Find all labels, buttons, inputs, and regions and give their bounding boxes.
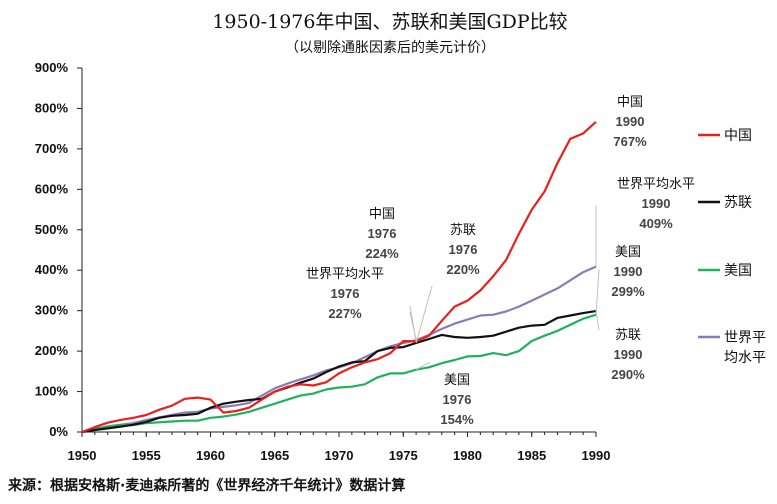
- y-tick-label: 700%: [35, 141, 69, 156]
- annotation-leader: [595, 269, 600, 315]
- x-tick-label: 1980: [453, 448, 482, 463]
- y-tick-label: 100%: [35, 384, 69, 399]
- annotation-value: 227%: [328, 306, 362, 321]
- legend-item-e7be8ee59bbd: 美国: [698, 263, 752, 279]
- x-tick-label: 1955: [132, 448, 161, 463]
- annotation-value: 154%: [440, 412, 474, 427]
- y-tick-label: 500%: [35, 222, 69, 237]
- y-tick-label: 900%: [35, 60, 69, 75]
- annotation-leader: [409, 311, 417, 341]
- series-line-e4b8ade59bbd: [81, 120, 597, 434]
- annotation-value: 290%: [611, 367, 645, 382]
- x-tick-label: 1950: [68, 448, 97, 463]
- annotation-leader: [415, 361, 431, 371]
- annotation-e88b8fe88194-1990: 苏联 1990 290%: [595, 310, 645, 382]
- legend-item-e4b8ade59bbd: 中国: [698, 128, 752, 144]
- series-layer: [81, 120, 597, 434]
- series-line-e7be8ee59bbd: [81, 313, 597, 434]
- annotation-name: 世界平均水平: [617, 177, 695, 192]
- annotation-value: 220%: [446, 262, 480, 277]
- annotation-year: 1990: [616, 114, 645, 129]
- annotation-e4b896e7958ce5b9b3e59d87e6b0b4e5b9b3-1976: 世界平均水平 1976 227%: [306, 267, 417, 341]
- legend-item-e88b8fe88194: 苏联: [698, 195, 752, 211]
- annotation-leader: [595, 121, 598, 125]
- annotation-name: 中国: [369, 207, 395, 222]
- x-tick-label: 1990: [582, 448, 611, 463]
- legend-item-e4b896e7958ce5b9b3e59d87e6b0b4e5b9b3: 世界平均水平: [698, 330, 766, 366]
- annotation-name: 世界平均水平: [306, 267, 384, 282]
- y-tick-label: 600%: [35, 181, 69, 196]
- chart-title: 1950-1976年中国、苏联和美国GDP比较: [212, 11, 567, 33]
- annotation-value: 409%: [639, 216, 673, 231]
- annotation-year: 1976: [368, 226, 397, 241]
- annotation-value: 224%: [365, 246, 399, 261]
- annotation-value: 767%: [613, 134, 647, 149]
- x-tick-label: 1985: [517, 448, 546, 463]
- legend-label: 世界平: [724, 330, 766, 346]
- legend-label: 美国: [724, 263, 752, 279]
- annotation-name: 中国: [617, 95, 643, 110]
- annotation-year: 1990: [614, 347, 643, 362]
- annotation-name: 苏联: [615, 327, 641, 343]
- annotation-year: 1976: [449, 242, 478, 257]
- x-tick-label: 1975: [389, 448, 418, 463]
- y-tick-label: 0%: [49, 424, 68, 439]
- annotation-e4b8ade59bbd-1976: 中国 1976 224%: [365, 207, 417, 342]
- legend-label: 中国: [724, 128, 752, 144]
- y-tick-label: 400%: [35, 262, 69, 277]
- x-tick-label: 1965: [260, 448, 289, 463]
- x-tick-label: 1970: [325, 448, 354, 463]
- axes: 0% 100% 200% 300% 400% 500% 600% 700% 800% 900% 19…: [35, 60, 611, 463]
- y-tick-label: 300%: [35, 303, 69, 318]
- series-line-e88b8fe88194: [81, 310, 597, 434]
- y-tick-label: 800%: [35, 100, 69, 115]
- annotation-year: 1990: [614, 264, 643, 279]
- y-tick-label: 200%: [35, 343, 69, 358]
- chart-subtitle: （以剔除通胀因素后的美元计价）: [285, 40, 495, 56]
- annotation-year: 1976: [331, 286, 360, 301]
- legend-label: 苏联: [724, 195, 752, 211]
- annotation-leader: [415, 285, 433, 344]
- annotation-name: 苏联: [450, 222, 476, 238]
- annotation-name: 美国: [615, 245, 641, 260]
- annotation-e4b896e7958ce5b9b3e59d87e6b0b4e5b9b3-1990: 世界平均水平 1990 409%: [595, 177, 695, 267]
- annotation-e7be8ee59bbd-1990: 美国 1990 299%: [595, 245, 645, 315]
- annotation-name: 美国: [444, 373, 470, 388]
- chart-source: 来源：根据安格斯·麦迪森所著的《世界经济千年统计》数据计算: [7, 477, 405, 494]
- annotation-e88b8fe88194-1976: 苏联 1976 220%: [415, 222, 480, 344]
- annotation-e7be8ee59bbd-1976: 美国 1976 154%: [415, 361, 474, 427]
- annotation-leader: [595, 310, 600, 331]
- annotation-year: 1990: [642, 196, 671, 211]
- x-tick-label: 1960: [196, 448, 225, 463]
- annotation-layer: 中国 1976 224% 苏联 1976 220% 世界平均水平 1976 227% 美国 1976…: [306, 95, 695, 427]
- legend-label: 均水平: [724, 350, 766, 366]
- annotation-year: 1976: [443, 392, 472, 407]
- annotation-e4b8ade59bbd-1990: 中国 1990 767%: [595, 95, 647, 149]
- annotation-value: 299%: [611, 284, 645, 299]
